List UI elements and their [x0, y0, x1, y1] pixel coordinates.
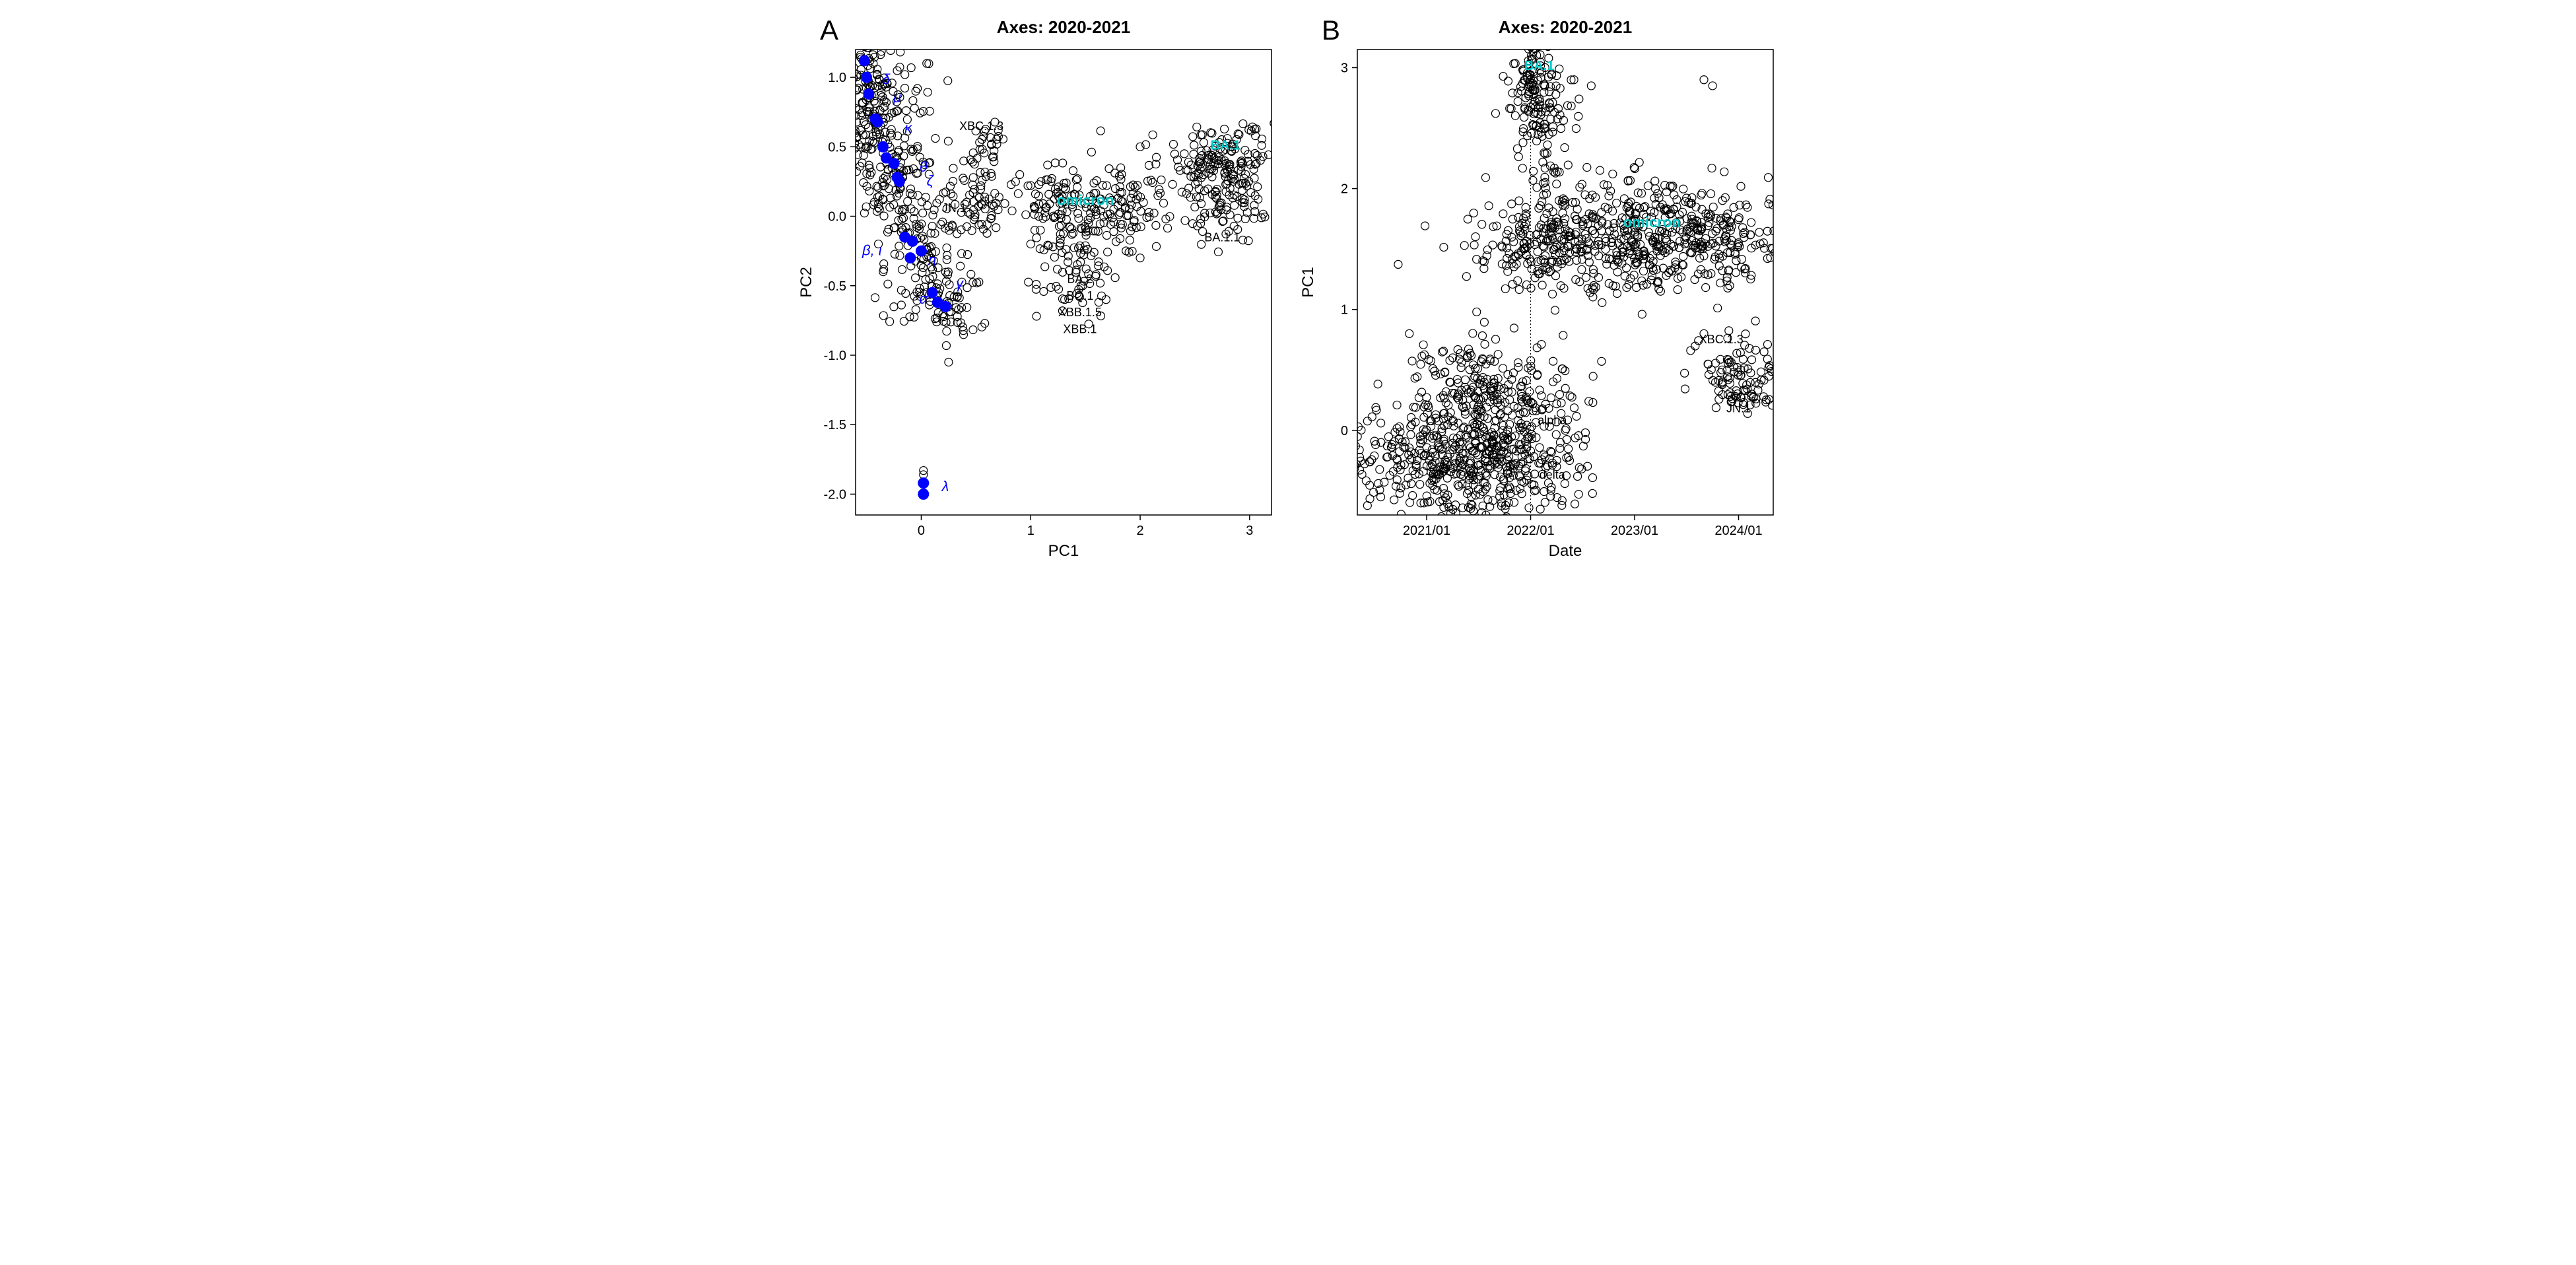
chart-label: XBB.1.5 — [1058, 306, 1102, 319]
chart-label: XBC.1.3 — [1699, 333, 1744, 346]
svg-text:Date: Date — [1549, 542, 1582, 560]
svg-text:1.0: 1.0 — [828, 71, 846, 85]
chart-label: BA.2 — [1067, 273, 1093, 286]
panel-a: 0 1 2 3 -2.0 -1.5 -1.0 -0.5 0.0 0.5 1.0 PC1 PC2 Axes:… — [793, 13, 1281, 568]
chart-label: BQ.1 — [1066, 289, 1093, 302]
svg-text:-0.5: -0.5 — [824, 279, 846, 294]
chart-label: JN.1 — [1726, 401, 1751, 415]
chart-label: α — [920, 291, 929, 307]
chart-label: λ — [941, 478, 949, 495]
chart-label: omicron — [1623, 214, 1681, 230]
chart-label: BA.1.1 — [1204, 230, 1240, 244]
chart-label: BA.1 — [1211, 139, 1241, 153]
chart-label: BA.1 — [1524, 59, 1555, 73]
chart-label: omicron — [1057, 192, 1114, 209]
figure-container: 0 1 2 3 -2.0 -1.5 -1.0 -0.5 0.0 0.5 1.0 PC1 PC2 Axes:… — [13, 13, 2563, 568]
chart-label: ζ — [927, 172, 935, 189]
svg-text:2022/01: 2022/01 — [1507, 524, 1554, 538]
svg-text:2024/01: 2024/01 — [1714, 524, 1762, 538]
svg-text:Axes: 2020-2021: Axes: 2020-2021 — [1499, 17, 1632, 37]
chart-label: XBC.1.3 — [959, 120, 1003, 133]
chart-label: JN.1 — [942, 201, 966, 215]
svg-text:0: 0 — [918, 524, 925, 538]
svg-text:A: A — [820, 15, 838, 46]
svg-text:-1.0: -1.0 — [824, 349, 846, 363]
chart-label: XBB.1 — [1063, 322, 1097, 335]
svg-text:3: 3 — [1246, 524, 1253, 538]
svg-text:PC1: PC1 — [1299, 267, 1317, 298]
chart-label: δ — [882, 71, 891, 88]
svg-text:PC1: PC1 — [1048, 542, 1079, 560]
svg-text:2: 2 — [1341, 182, 1348, 197]
chart-label: β, ι — [862, 242, 882, 258]
chart-a-svg: 0 1 2 3 -2.0 -1.5 -1.0 -0.5 0.0 0.5 1.0 PC1 PC2 Axes:… — [793, 13, 1281, 568]
svg-text:0: 0 — [1341, 424, 1348, 438]
panel-b: 2021/01 2022/01 2023/01 2024/01 0 1 2 3 Date PC1 A… — [1295, 13, 1783, 568]
svg-text:-1.5: -1.5 — [824, 418, 846, 432]
svg-text:2021/01: 2021/01 — [1403, 524, 1450, 538]
chart-b-svg: 2021/01 2022/01 2023/01 2024/01 0 1 2 3 Date PC1 A… — [1295, 13, 1783, 568]
chart-label: κ — [904, 120, 912, 136]
svg-text:0.5: 0.5 — [828, 140, 846, 154]
svg-text:2023/01: 2023/01 — [1611, 524, 1658, 538]
svg-text:PC2: PC2 — [797, 267, 815, 298]
svg-text:3: 3 — [1341, 61, 1348, 75]
chart-label: η — [928, 252, 936, 268]
chart-label: delta — [1540, 468, 1566, 481]
svg-text:B: B — [1322, 15, 1340, 46]
svg-text:0.0: 0.0 — [828, 210, 846, 224]
svg-text:Axes: 2020-2021: Axes: 2020-2021 — [997, 17, 1130, 37]
svg-text:-2.0: -2.0 — [824, 487, 846, 502]
svg-text:2: 2 — [1136, 524, 1143, 538]
svg-text:1: 1 — [1027, 524, 1034, 538]
chart-label: μ — [893, 89, 901, 106]
chart-label: alpha — [1538, 414, 1567, 427]
svg-text:1: 1 — [1341, 303, 1348, 318]
